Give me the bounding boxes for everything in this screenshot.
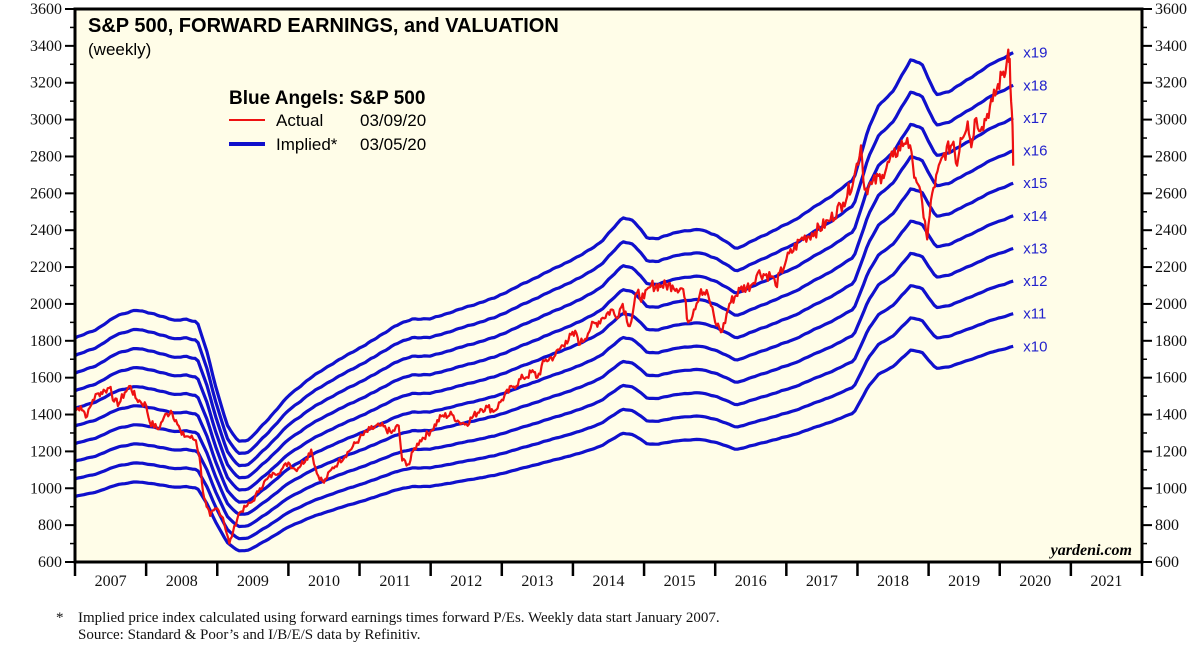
legend: Blue Angels: S&P 500 Actual 03/09/20 Imp… bbox=[229, 88, 426, 154]
plot-area bbox=[75, 9, 1142, 562]
x-tick-label: 2019 bbox=[948, 573, 980, 590]
y-tick-label-left: 3600 bbox=[30, 1, 62, 18]
implied-line-x13 bbox=[74, 246, 1014, 516]
y-tick-label-right: 2200 bbox=[1155, 259, 1187, 276]
x-tick-label: 2010 bbox=[308, 573, 340, 590]
y-tick-label-right: 2600 bbox=[1155, 185, 1187, 202]
x-tick-label: 2011 bbox=[379, 573, 410, 590]
chart-subtitle: (weekly) bbox=[88, 40, 151, 59]
y-tick-label-left: 3400 bbox=[30, 38, 62, 55]
y-tick-label-left: 1600 bbox=[30, 370, 62, 387]
multiple-label-x10: x10 bbox=[1023, 338, 1047, 355]
implied-line-x15 bbox=[74, 181, 1014, 492]
footnote-text-2: Source: Standard & Poor’s and I/B/E/S da… bbox=[78, 627, 421, 643]
y-tick-label-right: 1200 bbox=[1155, 443, 1187, 460]
implied-line-x12 bbox=[74, 279, 1014, 529]
y-tick-label-right: 600 bbox=[1155, 554, 1179, 571]
footnote-text-1: Implied price index calculated using for… bbox=[78, 610, 720, 626]
implied-line-x16 bbox=[74, 149, 1014, 480]
y-tick-label-left: 1400 bbox=[30, 407, 62, 424]
y-tick-label-left: 1000 bbox=[30, 480, 62, 497]
multiple-labels-group: x10 x11 x12 x13 x14 x15 x16 x17 x18 x19 bbox=[1023, 45, 1047, 356]
x-tick-label: 2012 bbox=[450, 573, 482, 590]
y-tick-label-left: 3200 bbox=[30, 75, 62, 92]
y-tick-label-right: 3200 bbox=[1155, 75, 1187, 92]
watermark: yardeni.com bbox=[1049, 542, 1132, 559]
y-tick-label-left: 2400 bbox=[30, 222, 62, 239]
x-tick-label: 2014 bbox=[593, 573, 625, 590]
x-tick-label: 2008 bbox=[166, 573, 198, 590]
x-tick-label: 2020 bbox=[1019, 573, 1051, 590]
y-tick-label-left: 2800 bbox=[30, 148, 62, 165]
y-tick-label-right: 3000 bbox=[1155, 112, 1187, 129]
y-tick-label-right: 2400 bbox=[1155, 222, 1187, 239]
x-tick-label: 2007 bbox=[95, 573, 127, 590]
x-tick-label: 2016 bbox=[735, 573, 767, 590]
x-tick-label: 2017 bbox=[806, 573, 838, 590]
multiple-label-x11: x11 bbox=[1023, 306, 1046, 323]
x-axis: 2007 2008 2009 2010 2011 2012 2013 2014 2015 2016… bbox=[73, 562, 1144, 590]
x-tick-label: 2015 bbox=[664, 573, 696, 590]
legend-label-actual: Actual bbox=[276, 111, 323, 130]
y-tick-label-left: 1200 bbox=[30, 443, 62, 460]
y-tick-label-left: 2600 bbox=[30, 185, 62, 202]
implied-line-x17 bbox=[74, 116, 1014, 468]
y-tick-label-left: 1800 bbox=[30, 333, 62, 350]
y-tick-label-right: 1800 bbox=[1155, 333, 1187, 350]
multiple-label-x15: x15 bbox=[1023, 175, 1047, 192]
y-tick-label-left: 2200 bbox=[30, 259, 62, 276]
y-tick-label-right: 2800 bbox=[1155, 148, 1187, 165]
multiple-label-x19: x19 bbox=[1023, 45, 1047, 62]
y-tick-label-right: 2000 bbox=[1155, 296, 1187, 313]
x-tick-label: 2013 bbox=[521, 573, 553, 590]
multiple-label-x18: x18 bbox=[1023, 77, 1047, 94]
implied-line-x11 bbox=[74, 312, 1014, 541]
y-tick-label-right: 1000 bbox=[1155, 480, 1187, 497]
chart-title: S&P 500, FORWARD EARNINGS, and VALUATION bbox=[88, 15, 559, 37]
multiple-label-x14: x14 bbox=[1023, 208, 1047, 225]
y-tick-label-right: 3600 bbox=[1155, 1, 1187, 18]
y-tick-label-left: 3000 bbox=[30, 112, 62, 129]
y-tick-label-left: 600 bbox=[38, 554, 62, 571]
y-tick-label-right: 1600 bbox=[1155, 370, 1187, 387]
legend-label-implied: Implied* bbox=[276, 135, 338, 154]
multiple-label-x16: x16 bbox=[1023, 143, 1047, 160]
y-tick-label-right: 800 bbox=[1155, 517, 1179, 534]
legend-date-actual: 03/09/20 bbox=[360, 111, 426, 130]
multiple-label-x17: x17 bbox=[1023, 110, 1047, 127]
implied-line-x10 bbox=[74, 344, 1014, 553]
legend-title: Blue Angels: S&P 500 bbox=[229, 88, 425, 109]
y-axis-right: 600 800 1000 1200 1400 1600 1800 2000 2200 2400 26… bbox=[1142, 1, 1187, 571]
x-tick-label: 2018 bbox=[877, 573, 909, 590]
legend-date-implied: 03/05/20 bbox=[360, 135, 426, 154]
y-tick-label-right: 3400 bbox=[1155, 38, 1187, 55]
x-tick-label: 2021 bbox=[1090, 573, 1122, 590]
y-axis-left: 600 800 1000 1200 1400 1600 1800 2000 2200 2400 26… bbox=[30, 1, 75, 571]
actual-sp500-line bbox=[74, 48, 1015, 545]
implied-line-x14 bbox=[74, 214, 1014, 504]
y-tick-label-left: 800 bbox=[38, 517, 62, 534]
multiple-label-x12: x12 bbox=[1023, 273, 1047, 290]
implied-line-x18 bbox=[74, 83, 1014, 455]
y-tick-label-right: 1400 bbox=[1155, 407, 1187, 424]
footnote-star: * bbox=[56, 610, 64, 626]
y-tick-label-left: 2000 bbox=[30, 296, 62, 313]
actual-line-group bbox=[74, 48, 1015, 545]
multiple-label-x13: x13 bbox=[1023, 240, 1047, 257]
x-tick-label: 2009 bbox=[237, 573, 269, 590]
